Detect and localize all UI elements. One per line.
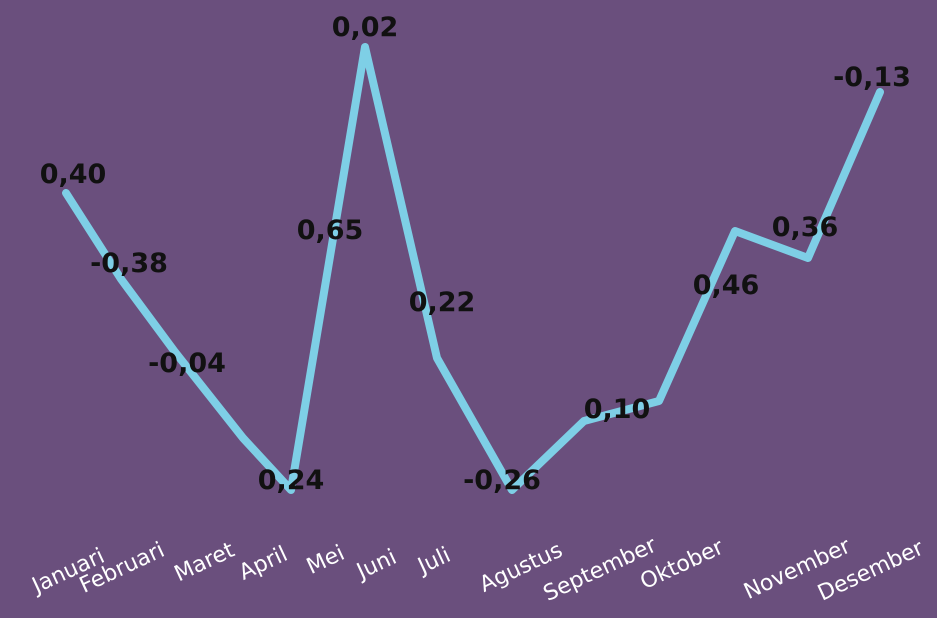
- data-label: -0,38: [90, 248, 168, 279]
- x-tick-label: Maret: [171, 538, 239, 588]
- data-label: -0,26: [463, 465, 541, 496]
- x-tick-label: Mei: [303, 541, 349, 580]
- x-tick-label: Juni: [351, 545, 400, 586]
- data-label: 0,46: [693, 270, 760, 301]
- data-label: 0,02: [332, 12, 399, 43]
- x-tick-label: Juli: [413, 543, 455, 580]
- data-label: 0,40: [40, 159, 107, 190]
- data-labels: 0,40 -0,38 -0,04 0,24 0,02 0,65 0,22 -0,26 0,10 0…: [40, 12, 911, 496]
- data-label: 0,24: [258, 465, 325, 496]
- data-label: 0,36: [772, 212, 839, 243]
- x-tick-label: April: [235, 542, 291, 586]
- data-label: 0,65: [297, 215, 364, 246]
- data-label: -0,04: [148, 348, 226, 379]
- data-label: 0,10: [584, 394, 651, 425]
- data-label: 0,22: [409, 287, 476, 318]
- data-label: -0,13: [833, 62, 911, 93]
- series-line: [62, 43, 884, 494]
